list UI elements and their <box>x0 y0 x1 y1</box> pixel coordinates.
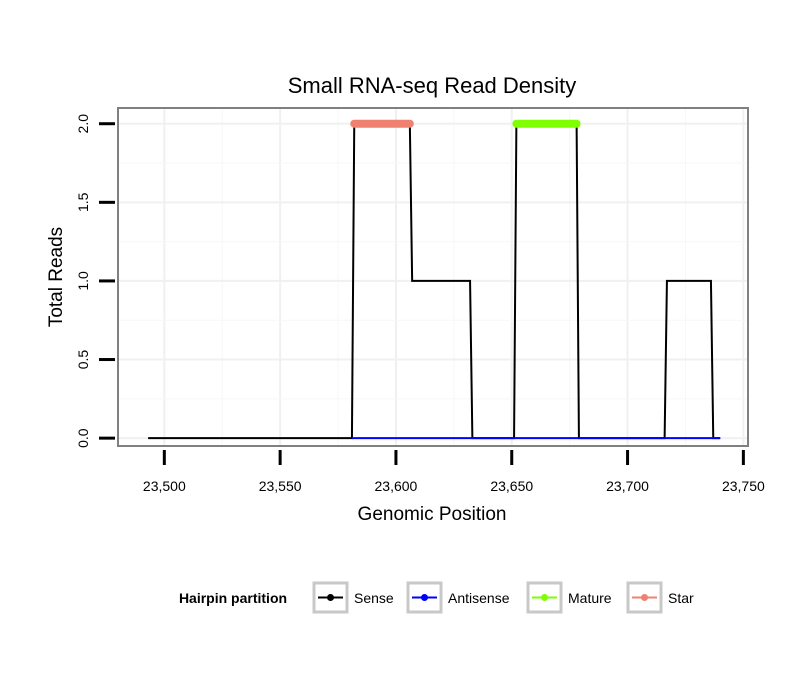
legend: Hairpin partition Sense Antisense Mature St… <box>179 581 694 614</box>
grid <box>118 108 748 446</box>
x-tick-label: 23,600 <box>375 478 418 494</box>
y-tick-label: 0.5 <box>75 350 91 370</box>
chart-title: Small RNA-seq Read Density <box>288 73 577 98</box>
legend-key-point <box>541 594 548 601</box>
x-tick-label: 23,500 <box>143 478 186 494</box>
y-tick-label: 1.5 <box>75 192 91 212</box>
x-axis: 23,500 23,550 23,600 23,650 23,700 23,750 <box>143 450 765 494</box>
x-tick-label: 23,550 <box>259 478 302 494</box>
legend-key-point <box>327 594 334 601</box>
y-tick-label: 2.0 <box>75 114 91 134</box>
legend-key-point <box>641 594 648 601</box>
legend-label-star: Star <box>668 590 694 606</box>
y-axis-label: Total Reads <box>46 227 67 327</box>
x-tick-label: 23,650 <box>490 478 533 494</box>
legend-key-point <box>421 594 428 601</box>
y-tick-label: 1.0 <box>75 271 91 291</box>
legend-title: Hairpin partition <box>179 590 287 606</box>
y-tick-label: 0.0 <box>75 428 91 448</box>
y-axis: 0.0 0.5 1.0 1.5 2.0 <box>75 114 115 448</box>
legend-label-mature: Mature <box>568 590 612 606</box>
series-layer <box>148 119 721 440</box>
plot-panel <box>117 107 749 447</box>
x-tick-label: 23,750 <box>722 478 765 494</box>
legend-label-sense: Sense <box>354 590 394 606</box>
legend-label-antisense: Antisense <box>448 590 510 606</box>
x-tick-label: 23,700 <box>606 478 649 494</box>
x-axis-label: Genomic Position <box>358 504 507 525</box>
